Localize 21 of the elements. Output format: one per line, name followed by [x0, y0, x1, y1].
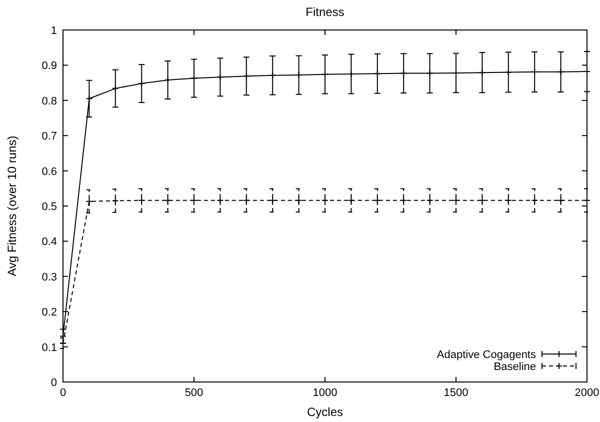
x-tick-label: 2000 — [574, 387, 600, 399]
legend-label: Baseline — [494, 361, 536, 373]
y-tick-label: 0.1 — [42, 342, 57, 354]
x-tick-label: 0 — [60, 387, 66, 399]
y-tick-label: 0.8 — [42, 95, 57, 108]
y-tick-label: 0.9 — [42, 60, 57, 72]
y-tick-label: 0.4 — [42, 236, 57, 248]
chart-title: Fitness — [306, 5, 344, 19]
y-axis-title: Avg Fitness (over 10 runs) — [5, 136, 19, 276]
y-tick-label: 0.2 — [42, 306, 57, 319]
legend-label: Adaptive Cogagents — [436, 349, 536, 361]
y-tick-label: 0.5 — [42, 201, 57, 213]
y-tick-label: 0.3 — [42, 271, 57, 284]
x-tick-label: 1000 — [312, 387, 338, 399]
x-tick-label: 1500 — [444, 387, 468, 399]
x-tick-label: 500 — [184, 387, 204, 399]
x-axis-title: Cycles — [306, 405, 344, 419]
y-tick-label: 0.7 — [42, 130, 57, 143]
y-tick-label: 0.6 — [42, 166, 57, 178]
y-tick-label: 0 — [50, 377, 57, 389]
y-tick-label: 1 — [50, 25, 57, 37]
